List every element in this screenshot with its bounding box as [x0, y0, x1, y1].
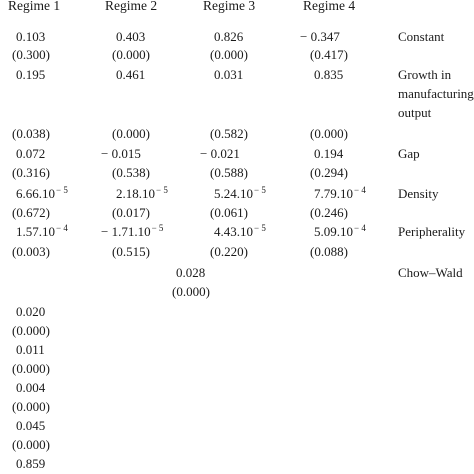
cell-constant-r1: 0.103	[16, 29, 46, 44]
header-regime-4: Regime 4	[303, 0, 356, 13]
cell-gap-r1: 0.072	[16, 146, 46, 161]
row-label-constant: Constant	[398, 29, 445, 44]
cell-pvalue: (0.038)	[12, 126, 50, 141]
cell-pvalue: (0.000)	[112, 47, 150, 62]
extra-value: 0.004	[16, 380, 46, 395]
cell-pvalue: (0.417)	[310, 47, 348, 62]
extra-value: 0.020	[16, 304, 46, 319]
row-label-peripherality: Peripherality	[398, 224, 466, 239]
cell-constant-r2: 0.403	[116, 29, 146, 44]
row-label-growth-line-1: Growth in	[398, 67, 452, 82]
header-regime-2: Regime 2	[105, 0, 158, 13]
cell-gap-r4: 0.194	[314, 146, 344, 161]
extra-value: 0.011	[16, 342, 45, 357]
cell-pvalue: (0.088)	[310, 244, 348, 259]
cell-pvalue: (0.246)	[310, 205, 348, 220]
header-regime-1: Regime 1	[8, 0, 61, 13]
cell-growth-r3: 0.031	[214, 67, 244, 82]
cell-pvalue: (0.582)	[210, 126, 248, 141]
row-label-growth-line-3: output	[398, 105, 432, 120]
extra-pvalue: (0.000)	[12, 437, 50, 452]
cell-density-r1: 6.66.10− 5	[16, 185, 68, 201]
row-label-gap: Gap	[398, 146, 420, 161]
cell-pvalue: (0.316)	[12, 165, 50, 180]
cell-density-r3: 5.24.10− 5	[214, 185, 266, 201]
cell-growth-r2: 0.461	[116, 67, 146, 82]
cell-pvalue: (0.061)	[210, 205, 248, 220]
extra-pvalue: (0.000)	[12, 361, 50, 376]
cell-pvalue: (0.000)	[112, 126, 150, 141]
cell-pvalue: (0.294)	[310, 165, 348, 180]
extra-pvalue: (0.000)	[12, 323, 50, 338]
chow-wald-pvalue: (0.000)	[172, 284, 210, 299]
cell-growth-r1: 0.195	[16, 67, 46, 82]
chow-wald-value: 0.028	[176, 265, 206, 280]
row-label-growth-line-2: manufacturing	[398, 86, 474, 101]
extra-value: 0.045	[16, 418, 46, 433]
cell-pvalue: (0.300)	[12, 47, 50, 62]
extra-value: 0.859	[16, 456, 46, 471]
cell-pvalue: (0.000)	[310, 126, 348, 141]
cell-constant-r4: − 0.347	[300, 29, 340, 44]
cell-pvalue: (0.000)	[210, 47, 248, 62]
cell-pvalue: (0.588)	[210, 165, 248, 180]
cell-peripherality-r2: − 1.71.10− 5	[101, 223, 164, 239]
cell-pvalue: (0.515)	[112, 244, 150, 259]
cell-pvalue: (0.220)	[210, 244, 248, 259]
cell-density-r2: 2.18.10− 5	[116, 185, 168, 201]
extra-pvalue: (0.000)	[12, 399, 50, 414]
cell-growth-r4: 0.835	[314, 67, 344, 82]
cell-constant-r3: 0.826	[214, 29, 244, 44]
row-label-density: Density	[398, 186, 439, 201]
cell-pvalue: (0.017)	[112, 205, 150, 220]
cell-density-r4: 7.79.10− 4	[314, 185, 366, 201]
header-regime-3: Regime 3	[203, 0, 256, 13]
cell-pvalue: (0.003)	[12, 244, 50, 259]
cell-gap-r2: − 0.015	[101, 146, 141, 161]
cell-peripherality-r3: 4.43.10− 5	[214, 223, 266, 239]
cell-pvalue: (0.672)	[12, 205, 50, 220]
cell-peripherality-r4: 5.09.10− 4	[314, 223, 366, 239]
cell-gap-r3: − 0.021	[200, 146, 240, 161]
row-label-chow-wald: Chow–Wald	[398, 265, 463, 280]
cell-peripherality-r1: 1.57.10− 4	[16, 223, 68, 239]
cell-pvalue: (0.538)	[112, 165, 150, 180]
